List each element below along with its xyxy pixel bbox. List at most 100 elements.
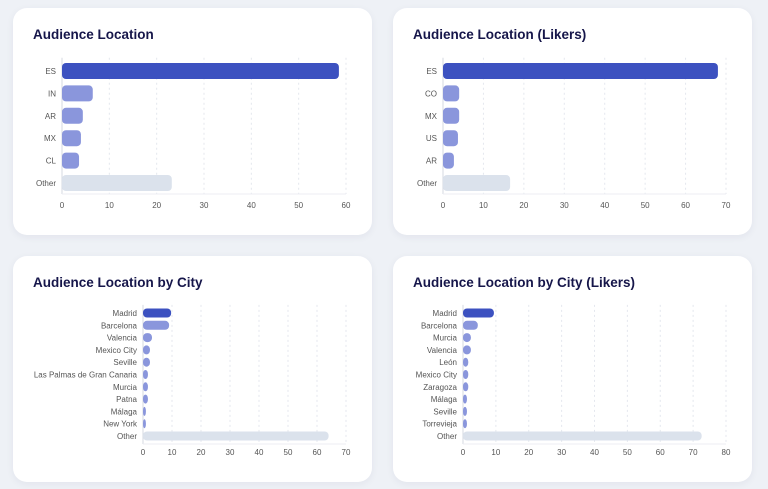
y-category-label: IN <box>48 89 56 98</box>
bar[interactable] <box>143 431 329 441</box>
y-category-label: MX <box>425 112 438 121</box>
x-tick-label: 10 <box>105 201 114 210</box>
y-category-label: Other <box>117 432 137 441</box>
bar[interactable] <box>143 370 148 379</box>
bar[interactable] <box>463 333 471 343</box>
bar[interactable] <box>62 130 81 147</box>
bar[interactable] <box>463 431 702 441</box>
y-category-label: CO <box>425 89 437 98</box>
y-category-label: Barcelona <box>421 321 458 330</box>
x-tick-label: 40 <box>247 201 256 210</box>
bar[interactable] <box>143 357 150 367</box>
audience-location-chart: 0 10 20 30 40 50 60 ES IN AR MX CL Other <box>36 57 351 210</box>
x-tick-label: 0 <box>441 201 446 210</box>
x-tick-label: 10 <box>168 448 177 457</box>
x-tick-label: 60 <box>313 448 322 457</box>
x-tick-label: 70 <box>342 448 351 457</box>
card-audience-location-city-likers: Audience Location by City (Likers) 0 10 20… <box>393 256 752 482</box>
audience-location-likers-chart: 0 10 20 30 40 50 60 70 ES CO MX US AR Other <box>417 57 731 210</box>
y-category-label: Other <box>437 432 457 441</box>
x-tick-label: 50 <box>294 201 303 210</box>
y-category-label: Mexico City <box>416 371 457 380</box>
x-tick-label: 40 <box>255 448 264 457</box>
bar[interactable] <box>62 107 83 124</box>
bar[interactable] <box>443 152 454 169</box>
x-tick-label: 80 <box>722 448 731 457</box>
bar[interactable] <box>62 63 339 79</box>
y-category-label: MX <box>44 134 57 143</box>
bar[interactable] <box>443 63 718 79</box>
y-category-label: US <box>426 134 437 143</box>
bar[interactable] <box>463 394 467 404</box>
bar[interactable] <box>463 320 478 330</box>
bar[interactable] <box>463 345 471 355</box>
x-tick-label: 50 <box>623 448 632 457</box>
chart-title: Audience Location by City (Likers) <box>413 275 636 290</box>
bar[interactable] <box>143 333 152 343</box>
bar[interactable] <box>443 85 460 102</box>
audience-location-city-likers-chart: 0 10 20 30 40 50 60 70 80 Madrid Barcelona Murcia Va… <box>416 304 731 457</box>
y-category-label: ES <box>426 67 437 76</box>
y-category-label: AR <box>426 157 437 166</box>
bar[interactable] <box>62 175 172 191</box>
y-category-label: Torrevieja <box>422 420 457 429</box>
bar[interactable] <box>143 345 150 355</box>
x-tick-label: 10 <box>491 448 500 457</box>
bar[interactable] <box>463 370 469 379</box>
chart-title: Audience Location by City <box>33 275 203 290</box>
x-tick-label: 10 <box>479 201 488 210</box>
y-category-label: Murcia <box>113 383 138 392</box>
y-category-label: Murcia <box>433 334 458 343</box>
x-tick-label: 40 <box>590 448 599 457</box>
x-tick-label: 20 <box>197 448 206 457</box>
y-category-label: Seville <box>113 358 137 367</box>
bar[interactable] <box>62 85 93 102</box>
bar[interactable] <box>143 308 172 318</box>
x-tick-label: 60 <box>681 201 690 210</box>
y-category-label: Mexico City <box>96 346 137 355</box>
bar[interactable] <box>443 175 511 191</box>
bar[interactable] <box>143 382 148 392</box>
bar[interactable] <box>443 107 460 124</box>
x-tick-label: 70 <box>689 448 698 457</box>
bar[interactable] <box>143 394 148 404</box>
bar[interactable] <box>62 152 80 169</box>
y-category-label: León <box>439 358 457 367</box>
y-category-label: CL <box>46 157 57 166</box>
x-tick-label: 20 <box>519 201 528 210</box>
y-category-label: Valencia <box>107 334 138 343</box>
y-category-label: Other <box>417 179 437 188</box>
y-category-label: Patna <box>116 395 137 404</box>
x-tick-label: 30 <box>226 448 235 457</box>
chart-title: Audience Location (Likers) <box>413 27 587 42</box>
card-audience-location-likers: Audience Location (Likers) 0 10 20 30 40 50 60… <box>393 8 752 235</box>
y-category-label: Seville <box>433 407 457 416</box>
x-tick-label: 40 <box>600 201 609 210</box>
x-tick-label: 0 <box>461 448 466 457</box>
x-tick-label: 0 <box>141 448 146 457</box>
y-category-label: Barcelona <box>101 321 138 330</box>
bar[interactable] <box>463 308 494 318</box>
card-audience-location-city: Audience Location by City 0 10 20 30 40 50 60 7… <box>13 256 372 482</box>
y-category-label: Zaragoza <box>423 383 457 392</box>
x-tick-label: 0 <box>60 201 65 210</box>
y-category-label: ES <box>45 67 56 76</box>
bar[interactable] <box>463 357 469 367</box>
bar[interactable] <box>143 320 170 330</box>
y-category-label: Málaga <box>111 407 138 416</box>
bar[interactable] <box>463 419 467 429</box>
bar[interactable] <box>143 419 146 429</box>
x-tick-label: 50 <box>641 201 650 210</box>
x-tick-label: 50 <box>284 448 293 457</box>
y-category-label: Valencia <box>427 346 458 355</box>
bar[interactable] <box>443 130 458 147</box>
x-tick-label: 30 <box>560 201 569 210</box>
x-tick-label: 60 <box>342 201 351 210</box>
x-tick-label: 30 <box>557 448 566 457</box>
bar[interactable] <box>463 406 467 416</box>
bar[interactable] <box>143 406 146 416</box>
bar[interactable] <box>463 382 469 392</box>
y-category-label: Las Palmas de Gran Canaria <box>34 371 138 380</box>
x-tick-label: 30 <box>200 201 209 210</box>
y-category-label: Málaga <box>431 395 458 404</box>
